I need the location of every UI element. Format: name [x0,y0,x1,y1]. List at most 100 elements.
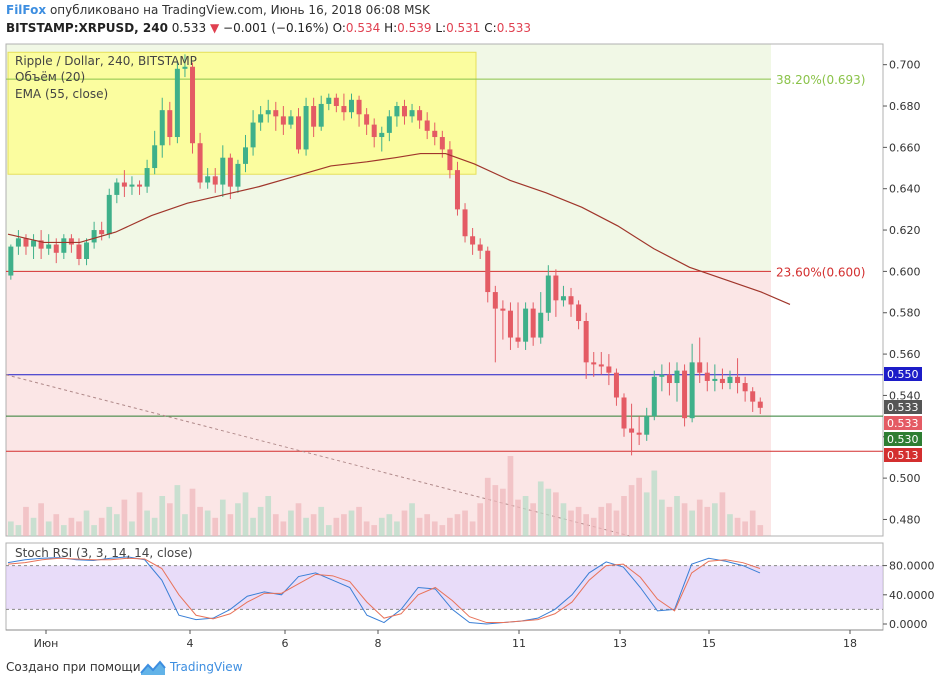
fib-label: 38.20%(0.693) [776,73,865,87]
volume-bar [265,496,272,536]
low-value: 0.531 [446,21,481,35]
candle-body [462,209,468,237]
volume-bar [484,477,491,536]
volume-bar [719,492,726,536]
volume-bar [560,503,567,536]
volume-bar [394,521,400,536]
volume-bar [749,510,756,536]
tradingview-link[interactable]: TradingView [170,660,243,674]
volume-bar [363,521,370,536]
price-label-box [884,416,922,430]
candle-body [182,66,188,69]
candle-body [197,143,203,183]
y-tick-label: 0.620 [889,224,921,237]
candle-body [757,401,763,408]
candle-body [727,376,733,384]
volume-bar [38,503,44,536]
volume-bar [545,488,552,536]
candle-body [538,312,544,338]
candle-body [250,122,256,148]
volume-bar [568,510,574,536]
candle-body [719,378,725,384]
volume-bar [401,510,408,536]
volume-bar [235,503,241,536]
volume-bar [219,499,226,536]
x-tick-label: 15 [702,637,716,650]
candle-body [379,132,385,138]
stoch-rsi-legend[interactable]: Stoch RSI (3, 3, 14, 14, close) [15,546,193,560]
volume-bar [431,521,438,536]
candle-body [99,230,105,235]
candle-body [174,68,180,138]
candle-body [560,296,566,301]
volume-bar [651,470,658,536]
publish-info: опубликовано на TradingView.com, Июнь 16… [49,3,430,17]
volume-bar [129,521,135,536]
volume-bar [469,521,476,536]
volume-bar [447,517,453,536]
volume-bar [515,499,521,536]
volume-bar [83,510,90,536]
candle-body [76,244,82,259]
ema-legend[interactable]: EMA (55, close) [15,87,109,101]
volume-bar [159,496,166,536]
volume-bar [409,503,415,536]
candle-body [674,370,680,384]
candle-body [507,310,513,338]
stoch-k-line [7,556,761,625]
volume-bar [416,517,423,536]
volume-bar [250,517,256,536]
volume-bar [295,503,302,536]
candle-body [553,275,559,301]
candle-body [364,114,370,125]
series-legend[interactable]: Ripple / Dollar, 240, BITSTAMP [15,54,197,68]
candle-body [477,244,483,251]
candle-body [386,116,392,133]
tradingview-logo-icon[interactable] [140,659,166,677]
y-tick-label: 0.700 [889,59,921,72]
volume-bar [500,488,506,536]
volume-bar [227,514,234,536]
volume-bar [643,492,650,536]
candle-body [23,238,29,247]
candle-body [121,182,127,187]
volume-bar [575,506,582,536]
candle-body [15,238,21,247]
volume-bar [272,514,279,536]
volume-bar [45,521,52,536]
candle-body [500,308,506,311]
symbol-label: BITSTAMP:XRPUSD, 240 [6,21,168,35]
volume-bar [60,525,67,536]
volume-bar [704,506,711,536]
price-label-box [884,400,922,414]
volume-bar [507,456,514,536]
volume-bar [386,514,393,536]
volume-bar [136,492,143,536]
volume-bar [121,499,128,536]
volume-bar [530,503,537,536]
author-name[interactable]: FilFox [6,3,47,17]
candle-body [235,163,241,187]
candle-body [704,372,710,381]
volume-bar [477,503,484,536]
volume-bar [537,481,544,536]
price-change: −0.001 (−0.16%) [223,21,329,35]
volume-bar [204,510,211,536]
candle-body [689,362,695,419]
candle-body [530,308,536,338]
volume-bar [98,517,105,536]
candle-body [318,103,324,127]
volume-bar [182,514,188,536]
x-tick-label: 4 [187,637,194,650]
candle-body [84,242,90,259]
price-label: 0.533 [887,401,919,414]
stoch-tick-label: 0.0000 [889,618,928,631]
volume-legend[interactable]: Объём (20) [15,70,86,84]
y-tick-label: 0.480 [889,513,921,526]
volume-bar [76,521,82,536]
footer: Создано при помощи [6,660,141,674]
candle-body [205,176,211,183]
x-tick-label: 8 [375,637,382,650]
candle-body [167,110,173,138]
